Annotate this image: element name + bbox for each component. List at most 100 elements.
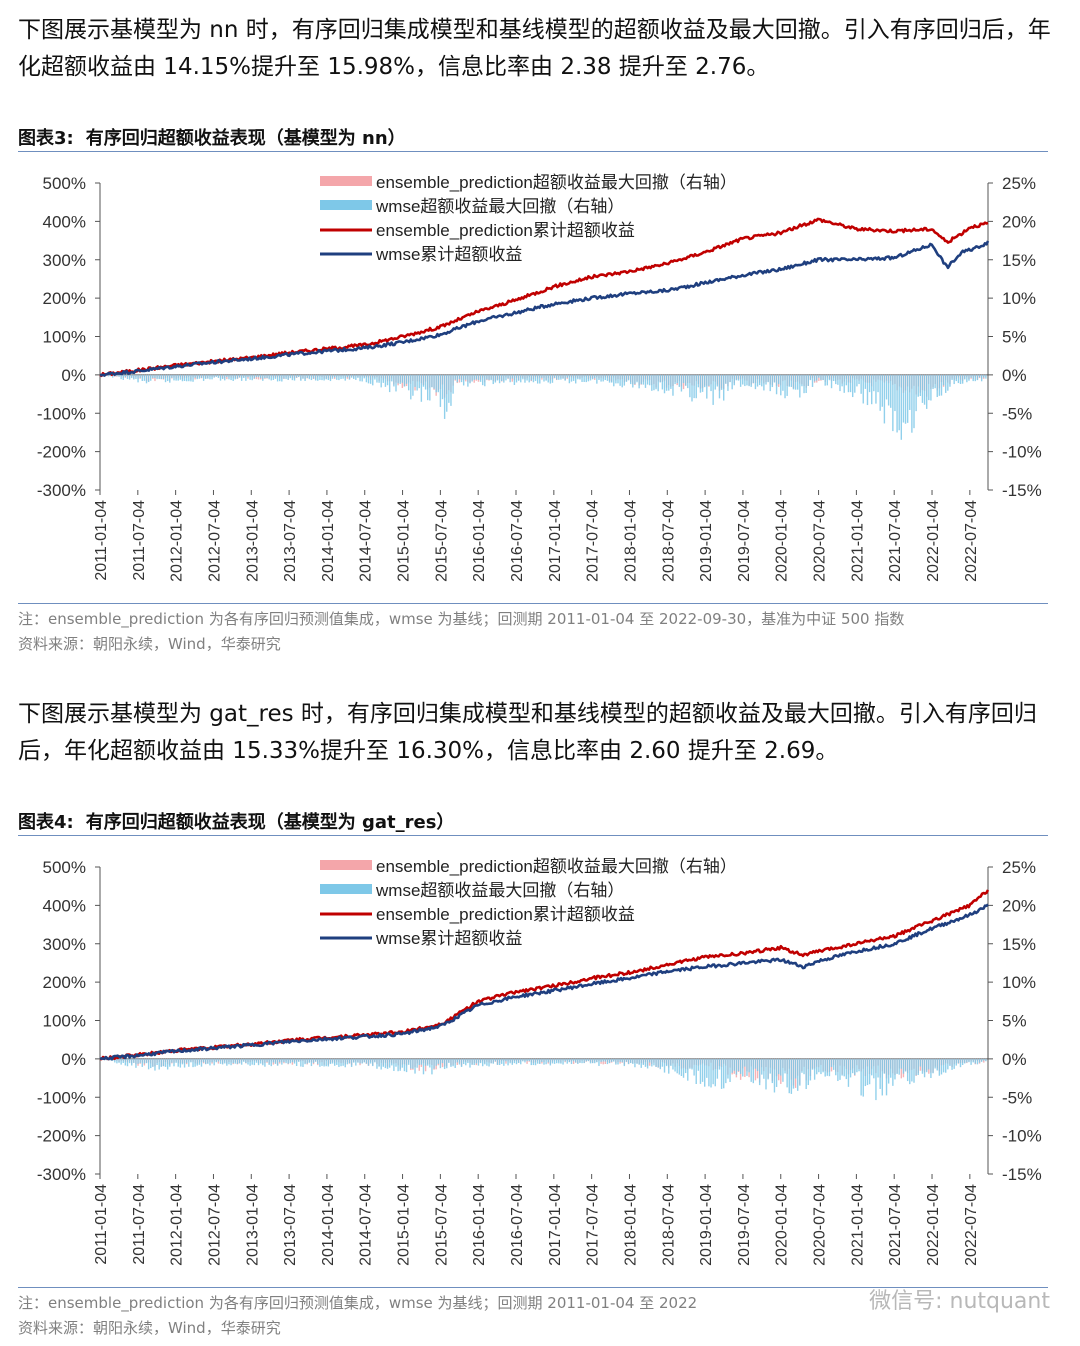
left-tick-label: -100% [37, 1088, 86, 1107]
x-tick-label: 2021-01-04 [849, 500, 866, 582]
figure-4-bottom-rule [18, 1287, 1048, 1288]
right-tick-label: 0% [1002, 1050, 1027, 1069]
right-tick-label: 20% [1002, 212, 1036, 231]
left-tick-label: 400% [43, 896, 86, 915]
right-tick-label: 25% [1002, 174, 1036, 193]
x-tick-label: 2018-01-04 [622, 500, 639, 582]
left-tick-label: -200% [37, 1127, 86, 1146]
left-tick-label: 300% [43, 251, 86, 270]
x-tick-label: 2015-07-04 [433, 500, 450, 582]
x-tick-label: 2016-01-04 [471, 1184, 488, 1266]
left-tick-label: 100% [43, 328, 86, 347]
figure-3-label: 图表3: [18, 128, 74, 149]
left-tick-label: -200% [37, 443, 86, 462]
x-tick-label: 2012-07-04 [206, 1184, 223, 1266]
x-tick-label: 2018-07-04 [660, 1184, 677, 1266]
x-tick-label: 2018-07-04 [660, 500, 677, 582]
paragraph-1: 下图展示基模型为 nn 时，有序回归集成模型和基线模型的超额收益及最大回撤。引入… [18, 17, 1051, 80]
right-tick-label: -15% [1002, 481, 1042, 500]
x-tick-label: 2015-01-04 [396, 1184, 413, 1266]
left-tick-label: 500% [43, 174, 86, 193]
right-tick-label: 25% [1002, 858, 1036, 877]
cumulative-line-1 [99, 240, 990, 377]
right-tick-label: -5% [1002, 404, 1032, 423]
x-tick-label: 2022-07-04 [963, 1184, 980, 1266]
figure-3-title: 图表3: 有序回归超额收益表现（基模型为 nn） [18, 124, 406, 150]
x-tick-label: 2011-01-04 [93, 1184, 110, 1265]
legend-swatch [320, 884, 372, 894]
x-tick-label: 2020-07-04 [812, 1184, 829, 1266]
x-tick-label: 2014-07-04 [358, 500, 375, 582]
legend-label: wmse超额收益最大回撤（右轴） [375, 197, 624, 216]
x-tick-label: 2019-07-04 [736, 500, 753, 582]
right-tick-label: 15% [1002, 251, 1036, 270]
legend-label: ensemble_prediction超额收益最大回撤（右轴） [376, 173, 737, 192]
x-tick-label: 2022-07-04 [963, 500, 980, 582]
cumulative-line-1 [99, 903, 989, 1061]
x-tick-label: 2014-01-04 [320, 1184, 337, 1266]
figure-3-title-text: 有序回归超额收益表现（基模型为 nn） [85, 128, 406, 149]
right-tick-label: 0% [1002, 366, 1027, 385]
x-tick-label: 2017-01-04 [547, 500, 564, 582]
chart-figure-4: 500% 400% 300% 200% 100% 0% -100% -200% -300% 25%… [37, 857, 1042, 1266]
x-tick-label: 2021-07-04 [887, 500, 904, 582]
left-tick-label: 0% [61, 366, 86, 385]
legend-label: wmse超额收益最大回撤（右轴） [375, 881, 624, 900]
x-tick-label: 2016-07-04 [509, 500, 526, 582]
right-tick-label: 5% [1002, 328, 1027, 347]
x-tick-label: 2019-01-04 [698, 500, 715, 582]
legend-label: wmse累计超额收益 [375, 245, 522, 264]
figure-4-rule [18, 835, 1048, 836]
x-tick-label: 2018-01-04 [622, 1184, 639, 1266]
left-tick-label: 400% [43, 212, 86, 231]
x-tick-label: 2014-07-04 [358, 1184, 375, 1266]
watermark: 微信号: nutquant [869, 1289, 1050, 1314]
figure-4-source: 资料来源：朝阳永续，Wind，华泰研究 [18, 1319, 281, 1337]
x-tick-label: 2020-01-04 [774, 1184, 791, 1266]
right-tick-label: -10% [1002, 1127, 1042, 1146]
left-tick-label: -300% [37, 481, 86, 500]
legend-label: ensemble_prediction累计超额收益 [376, 905, 635, 924]
left-tick-label: -300% [37, 1165, 86, 1184]
x-tick-label: 2015-07-04 [433, 1184, 450, 1266]
x-tick-label: 2013-01-04 [244, 1184, 261, 1266]
left-tick-label: -100% [37, 404, 86, 423]
x-tick-label: 2015-01-04 [396, 500, 413, 582]
left-tick-label: 200% [43, 289, 86, 308]
x-tick-label: 2017-01-04 [547, 1184, 564, 1266]
x-tick-label: 2011-07-04 [131, 1184, 148, 1265]
left-tick-label: 0% [61, 1050, 86, 1069]
x-tick-label: 2020-01-04 [774, 500, 791, 582]
figure-3-bottom-rule [18, 603, 1048, 604]
left-tick-label: 500% [43, 858, 86, 877]
chart-figure-3: 500% 400% 300% 200% 100% 0% -100% -200% -300% 25%… [37, 173, 1042, 582]
right-tick-label: 10% [1002, 973, 1036, 992]
x-tick-label: 2011-01-04 [93, 500, 110, 581]
right-tick-label: 5% [1002, 1012, 1027, 1031]
right-tick-label: -15% [1002, 1165, 1042, 1184]
left-tick-label: 100% [43, 1012, 86, 1031]
figure-4-label: 图表4: [18, 812, 74, 833]
legend-label: wmse累计超额收益 [375, 929, 522, 948]
figure-4-title-text: 有序回归超额收益表现（基模型为 gat_res） [85, 812, 455, 833]
drawdown-series-1 [101, 1058, 987, 1101]
right-tick-label: 20% [1002, 896, 1036, 915]
left-tick-label: 200% [43, 973, 86, 992]
x-tick-label: 2012-07-04 [206, 500, 223, 582]
right-tick-label: -10% [1002, 443, 1042, 462]
figure-3-source: 资料来源：朝阳永续，Wind，华泰研究 [18, 635, 281, 653]
x-tick-label: 2022-01-04 [925, 1184, 942, 1266]
x-tick-label: 2021-01-04 [849, 1184, 866, 1266]
right-tick-label: 10% [1002, 289, 1036, 308]
figure-3-note: 注：ensemble_prediction 为各有序回归预测值集成，wmse 为… [18, 610, 905, 628]
x-tick-label: 2017-07-04 [585, 1184, 602, 1266]
drawdown-series-1 [101, 374, 987, 440]
right-tick-label: -5% [1002, 1088, 1032, 1107]
x-tick-label: 2022-01-04 [925, 500, 942, 582]
x-tick-label: 2013-07-04 [282, 1184, 299, 1266]
figure-4-note: 注：ensemble_prediction 为各有序回归预测值集成，wmse 为… [18, 1294, 698, 1312]
x-tick-label: 2012-01-04 [169, 1184, 186, 1266]
paragraph-2: 下图展示基模型为 gat_res 时，有序回归集成模型和基线模型的超额收益及最大… [18, 701, 1037, 764]
legend-label: ensemble_prediction超额收益最大回撤（右轴） [376, 857, 737, 876]
x-tick-label: 2017-07-04 [585, 500, 602, 582]
